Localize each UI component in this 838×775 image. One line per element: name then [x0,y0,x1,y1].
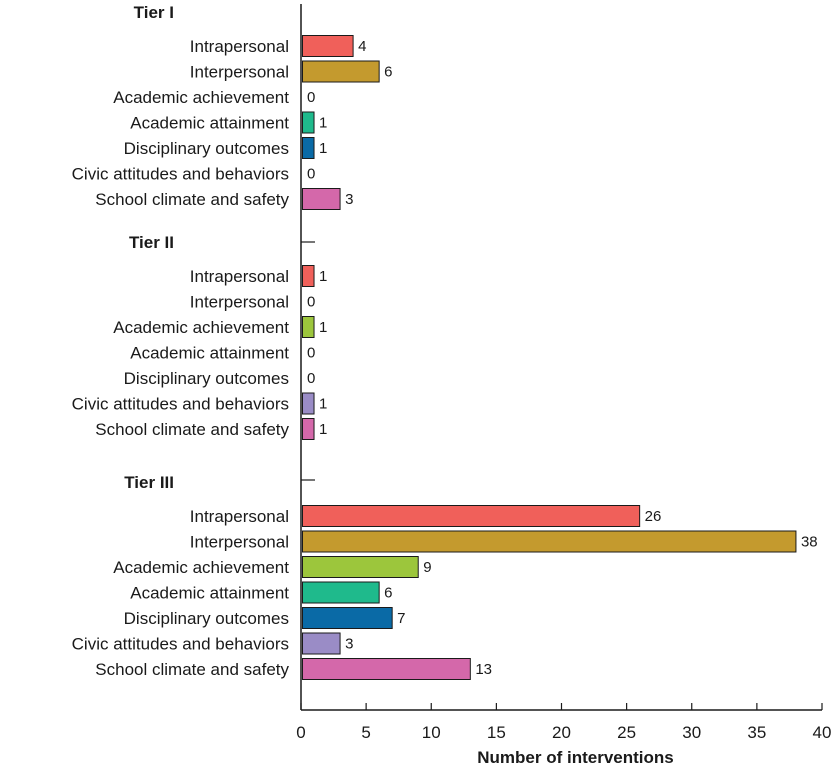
category-label: Academic attainment [130,344,289,363]
data-label: 0 [307,370,315,387]
data-label: 38 [801,534,818,551]
bar [302,316,315,338]
category-label: Interpersonal [190,293,289,312]
x-tick-label: 10 [422,723,441,742]
bar [302,556,419,578]
category-label: Disciplinary outcomes [124,369,289,388]
x-tick-label: 0 [296,723,305,742]
data-label: 0 [307,345,315,362]
data-label: 7 [397,610,405,627]
category-label: Academic achievement [113,318,289,337]
chart-axes: 0 5 10 15 20 25 30 35 40 [296,4,831,742]
category-label: Academic attainment [130,114,289,133]
category-label: Interpersonal [190,533,289,552]
bar [302,632,341,655]
data-label: 26 [645,508,662,525]
bar [302,658,471,680]
category-label: Intrapersonal [190,37,289,56]
x-tick-label: 15 [487,723,506,742]
x-tick-label: 25 [617,723,636,742]
category-label: School climate and safety [95,660,289,679]
x-tick-label: 5 [361,723,370,742]
category-label: Intrapersonal [190,507,289,526]
chart-marks: Tier I Intrapersonal 4 Interpersonal 6 Academ… [72,3,818,680]
bar [302,60,380,83]
data-label: 3 [345,636,353,653]
bar [302,188,341,210]
data-label: 1 [319,140,327,157]
bar [302,607,393,629]
data-label: 0 [307,89,315,106]
data-label: 3 [345,191,353,208]
data-label: 13 [475,661,492,678]
data-label: 1 [319,268,327,285]
data-label: 6 [384,585,392,602]
data-label: 1 [319,396,327,413]
category-label: School climate and safety [95,420,289,439]
data-label: 1 [319,115,327,132]
category-label: Civic attitudes and behaviors [72,165,289,184]
bar [302,505,641,527]
bar [302,392,315,415]
category-label: Intrapersonal [190,267,289,286]
category-label: Disciplinary outcomes [124,139,289,158]
category-label: Civic attitudes and behaviors [72,635,289,654]
bar [302,137,315,159]
x-tick-label: 40 [813,723,832,742]
category-label: Academic achievement [113,88,289,107]
data-label: 0 [307,166,315,183]
category-label: Academic attainment [130,584,289,603]
data-label: 6 [384,64,392,81]
bar [302,418,315,440]
category-label: School climate and safety [95,190,289,209]
tier-label: Tier I [134,3,174,22]
data-label: 1 [319,421,327,438]
bar [302,35,354,57]
bar [302,265,315,287]
category-label: Civic attitudes and behaviors [72,395,289,414]
bar [302,530,797,553]
category-label: Interpersonal [190,63,289,82]
x-axis-title: Number of interventions [477,748,673,767]
tier-label: Tier III [124,473,174,492]
category-label: Disciplinary outcomes [124,609,289,628]
category-label: Academic achievement [113,558,289,577]
bar [302,581,380,604]
data-label: 1 [319,319,327,336]
bar [302,111,315,134]
x-tick-label: 20 [552,723,571,742]
data-label: 4 [358,38,366,55]
data-label: 9 [423,559,431,576]
x-tick-label: 30 [682,723,701,742]
data-label: 0 [307,294,315,311]
tier-label: Tier II [129,233,174,252]
x-tick-label: 35 [747,723,766,742]
